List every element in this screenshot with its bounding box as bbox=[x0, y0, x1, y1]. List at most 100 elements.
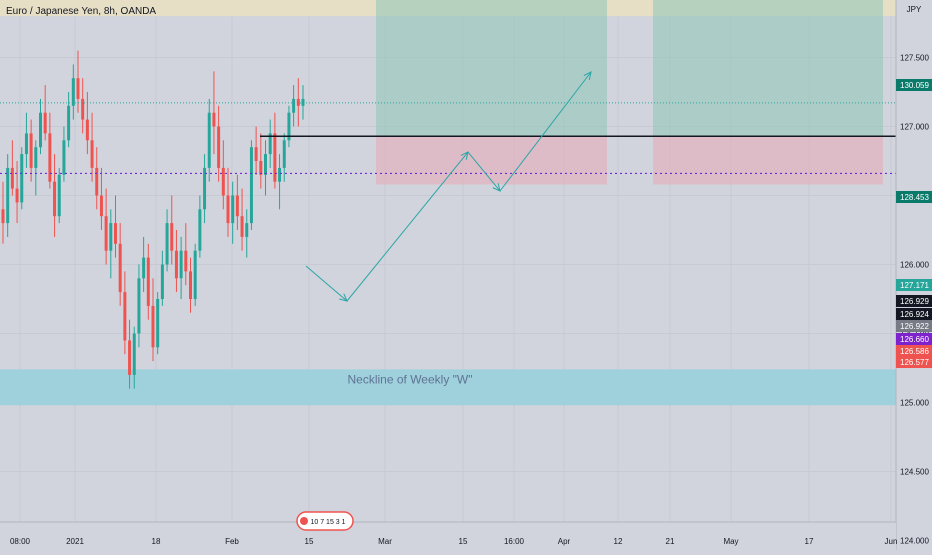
price-label: 130.059 bbox=[900, 81, 929, 90]
price-label-box bbox=[896, 356, 932, 368]
y-tick-label: 124.500 bbox=[900, 468, 929, 477]
profit-zone-1 bbox=[376, 0, 607, 137]
price-label-box bbox=[896, 345, 932, 357]
candle-body bbox=[282, 140, 286, 168]
candle-body bbox=[104, 216, 108, 251]
candle-body bbox=[29, 133, 33, 168]
candle-body bbox=[146, 257, 150, 306]
candle-body bbox=[198, 209, 202, 251]
candle-body bbox=[231, 195, 235, 224]
time-marker-dot bbox=[300, 517, 308, 525]
candle-body bbox=[268, 133, 272, 155]
candle-body bbox=[90, 140, 94, 168]
candle-body bbox=[1, 209, 5, 224]
chart-title: Euro / Japanese Yen, 8h, OANDA bbox=[6, 6, 156, 17]
candle-body bbox=[235, 195, 239, 217]
candle-body bbox=[203, 167, 207, 210]
x-tick-label: Mar bbox=[378, 537, 392, 546]
candle-body bbox=[245, 223, 249, 237]
candle-body bbox=[226, 195, 230, 224]
candle-body bbox=[15, 188, 19, 203]
y-tick-label: 125.000 bbox=[900, 399, 929, 408]
candle-body bbox=[287, 112, 291, 141]
price-label-box bbox=[896, 279, 932, 291]
candle-body bbox=[142, 257, 146, 279]
candle-body bbox=[160, 264, 164, 299]
candle-body bbox=[254, 147, 258, 161]
x-tick-label: 2021 bbox=[66, 537, 84, 546]
candle-body bbox=[81, 98, 85, 120]
price-label: 126.922 bbox=[900, 322, 929, 331]
zone-3 bbox=[0, 369, 896, 406]
candle-body bbox=[207, 112, 211, 168]
candle-body bbox=[301, 98, 305, 106]
x-tick-label: Jun bbox=[885, 537, 898, 546]
zone-label-3: Neckline of Weekly "W" bbox=[348, 372, 473, 386]
candle-body bbox=[189, 271, 192, 299]
candle-body bbox=[292, 98, 296, 113]
price-axis[interactable] bbox=[896, 0, 932, 550]
price-label-box bbox=[896, 320, 932, 332]
y-tick-label: 127.000 bbox=[900, 123, 929, 132]
candle-body bbox=[6, 167, 10, 224]
candle-body bbox=[151, 305, 155, 348]
candle-body bbox=[296, 98, 300, 106]
candle-body bbox=[76, 78, 80, 99]
candle-body bbox=[53, 181, 57, 217]
x-tick-label: 12 bbox=[614, 537, 623, 546]
candle-body bbox=[34, 147, 38, 168]
time-marker-label: 10 7 15 3 1 bbox=[310, 519, 345, 526]
projection-arrowhead bbox=[460, 151, 469, 160]
x-tick-label: May bbox=[723, 537, 738, 546]
candle-body bbox=[273, 133, 277, 182]
candle-body bbox=[109, 223, 113, 251]
candle-body bbox=[67, 105, 71, 141]
candle-body bbox=[48, 133, 52, 182]
candle-body bbox=[212, 112, 216, 127]
candle-body bbox=[217, 126, 221, 168]
time-marker-badge[interactable] bbox=[296, 511, 354, 531]
y-tick-label: 127.500 bbox=[900, 54, 929, 63]
candle-body bbox=[128, 340, 132, 375]
candle-body bbox=[114, 223, 117, 244]
candle-body bbox=[179, 250, 183, 279]
price-label: 127.171 bbox=[900, 281, 929, 290]
price-label: 126.577 bbox=[900, 358, 929, 367]
candle-body bbox=[10, 167, 14, 189]
x-tick-label: 08:00 bbox=[10, 537, 31, 546]
x-tick-label: 21 bbox=[666, 537, 675, 546]
candle-body bbox=[39, 112, 42, 148]
x-tick-label: 16:00 bbox=[504, 537, 525, 546]
profit-zone-2 bbox=[653, 0, 883, 137]
price-label-box bbox=[896, 308, 932, 320]
price-label: 126.924 bbox=[900, 310, 929, 319]
x-tick-label: 18 bbox=[152, 537, 161, 546]
candle-body bbox=[156, 299, 160, 348]
projection-arrowhead bbox=[339, 293, 348, 302]
currency-label: JPY bbox=[907, 5, 922, 14]
price-label: 126.660 bbox=[900, 335, 929, 344]
price-label-box bbox=[896, 295, 932, 307]
candle-body bbox=[184, 250, 188, 272]
loss-zone-1 bbox=[376, 136, 607, 185]
x-tick-label: 17 bbox=[805, 537, 814, 546]
candle-body bbox=[123, 292, 127, 341]
candle-body bbox=[71, 78, 75, 106]
time-axis[interactable] bbox=[0, 522, 896, 550]
x-tick-label: Feb bbox=[225, 537, 239, 546]
x-tick-label: 15 bbox=[305, 537, 314, 546]
projection-arrowhead bbox=[492, 183, 501, 192]
price-label-box bbox=[896, 191, 932, 203]
y-tick-label: 124.000 bbox=[900, 537, 929, 546]
price-label-box bbox=[896, 79, 932, 91]
candle-body bbox=[20, 154, 24, 203]
candle-body bbox=[264, 154, 267, 175]
candle-body bbox=[24, 133, 28, 155]
candle-body bbox=[221, 167, 225, 196]
candle-body bbox=[43, 112, 47, 134]
price-label: 126.929 bbox=[900, 297, 929, 306]
candle-body bbox=[240, 216, 244, 237]
candle-body bbox=[57, 174, 61, 217]
